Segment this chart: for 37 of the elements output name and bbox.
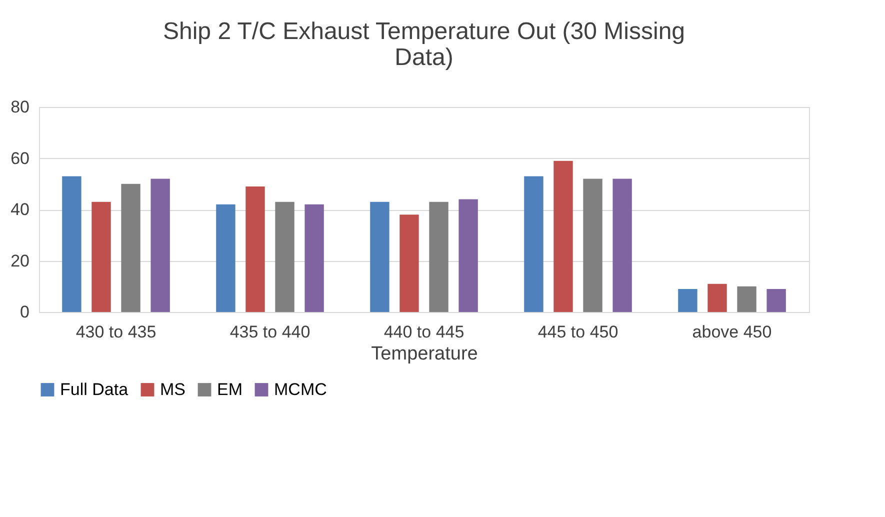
bar: [583, 178, 602, 312]
bar: [121, 184, 140, 312]
bar: [524, 176, 544, 312]
x-tick-label: 440 to 445: [384, 322, 464, 342]
y-tick-label: 40: [10, 200, 30, 219]
bar: [370, 202, 390, 312]
bar: [429, 202, 448, 312]
legend-label: MS: [160, 380, 186, 399]
x-tick-label: above 450: [692, 322, 772, 342]
text: Data): [394, 44, 454, 71]
y-tick-label: 20: [10, 251, 30, 270]
x-axis-title: Temperature: [371, 344, 478, 364]
x-tick-label: 445 to 450: [538, 322, 618, 342]
x-tick-label: 435 to 440: [230, 322, 310, 342]
bar: [708, 284, 727, 312]
y-tick-label: 60: [10, 148, 30, 168]
legend-label: Full Data: [60, 380, 129, 399]
bar: [554, 160, 573, 312]
legend-label: MCMC: [274, 380, 327, 399]
bar: [150, 178, 170, 312]
x-tick-label: 430 to 435: [76, 322, 156, 342]
bar: [62, 176, 82, 312]
bar: [737, 286, 756, 312]
bar: [678, 288, 698, 312]
bar: [458, 199, 478, 312]
text: Ship 2 T/C Exhaust Temperature Out (30 Missing: [162, 18, 686, 45]
bar: [216, 204, 236, 312]
bar: [766, 288, 786, 312]
bar: [275, 202, 294, 312]
bar: [400, 214, 419, 312]
bar: [612, 178, 632, 312]
y-tick-label: 80: [10, 98, 30, 116]
y-tick-label: 0: [20, 302, 30, 322]
bar: [246, 186, 265, 312]
bar: [304, 204, 324, 312]
legend-label: EM: [217, 380, 242, 399]
bar: [92, 202, 111, 312]
